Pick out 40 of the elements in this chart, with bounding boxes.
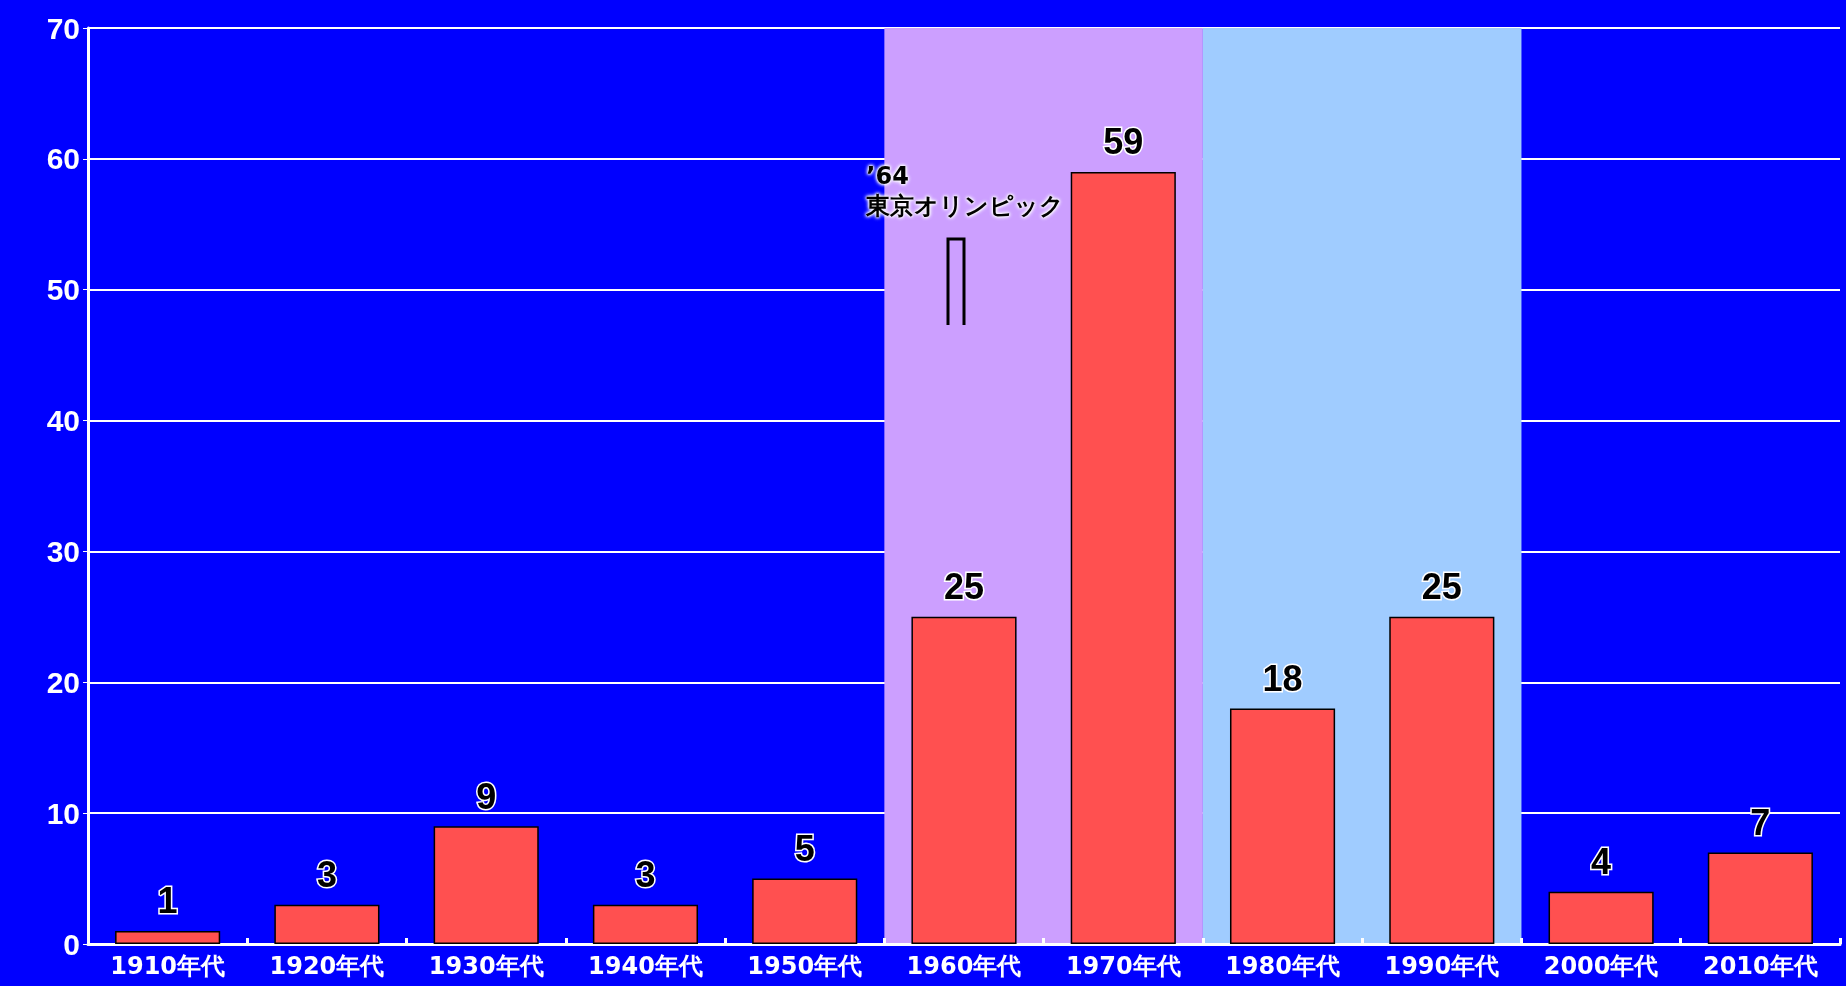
x-tick-label: 1970年代: [1065, 952, 1181, 980]
x-tick-label: 2000年代: [1543, 952, 1659, 980]
bar: [1389, 616, 1495, 944]
x-tick-label: 1930年代: [428, 952, 544, 980]
bar: [433, 826, 539, 944]
bar: [592, 904, 699, 944]
bar: [274, 904, 380, 944]
x-tick-label: 2010年代: [1702, 952, 1818, 980]
y-tick-label: 30: [46, 534, 80, 568]
bar: [1548, 891, 1654, 944]
bar: [911, 616, 1017, 944]
bar: [1707, 852, 1813, 944]
data-label: 18: [1262, 657, 1303, 699]
x-tick-label: 1980年代: [1225, 952, 1340, 980]
data-label: 5: [794, 828, 815, 870]
data-label: 3: [635, 854, 656, 896]
data-label: 3: [316, 854, 337, 896]
y-tick-label: 70: [46, 11, 80, 45]
x-tick-label: 1950年代: [747, 952, 863, 980]
y-tick-label: 60: [46, 142, 80, 176]
data-label: 25: [943, 566, 985, 608]
data-label: 59: [1103, 121, 1144, 163]
data-label: 1: [157, 880, 178, 922]
data-label: 4: [1591, 841, 1612, 883]
y-tick-label: 50: [46, 273, 80, 307]
x-tick-label: 1910年代: [110, 952, 226, 980]
data-label: 25: [1421, 566, 1462, 608]
x-tick-label: 1960年代: [906, 952, 1022, 980]
x-tick-label: 1940年代: [588, 952, 703, 980]
data-label: 9: [476, 775, 497, 817]
bar: [115, 930, 221, 944]
y-tick-label: 20: [46, 665, 80, 699]
y-tick-label: 10: [46, 796, 80, 830]
y-tick-label: 40: [46, 404, 80, 438]
y-tick-label: 0: [63, 927, 80, 961]
x-tick-label: 1990年代: [1384, 952, 1500, 980]
data-label: 7: [1750, 801, 1771, 843]
bar: [1229, 708, 1336, 944]
x-tick-label: 1920年代: [269, 952, 385, 980]
bar: [752, 878, 858, 944]
